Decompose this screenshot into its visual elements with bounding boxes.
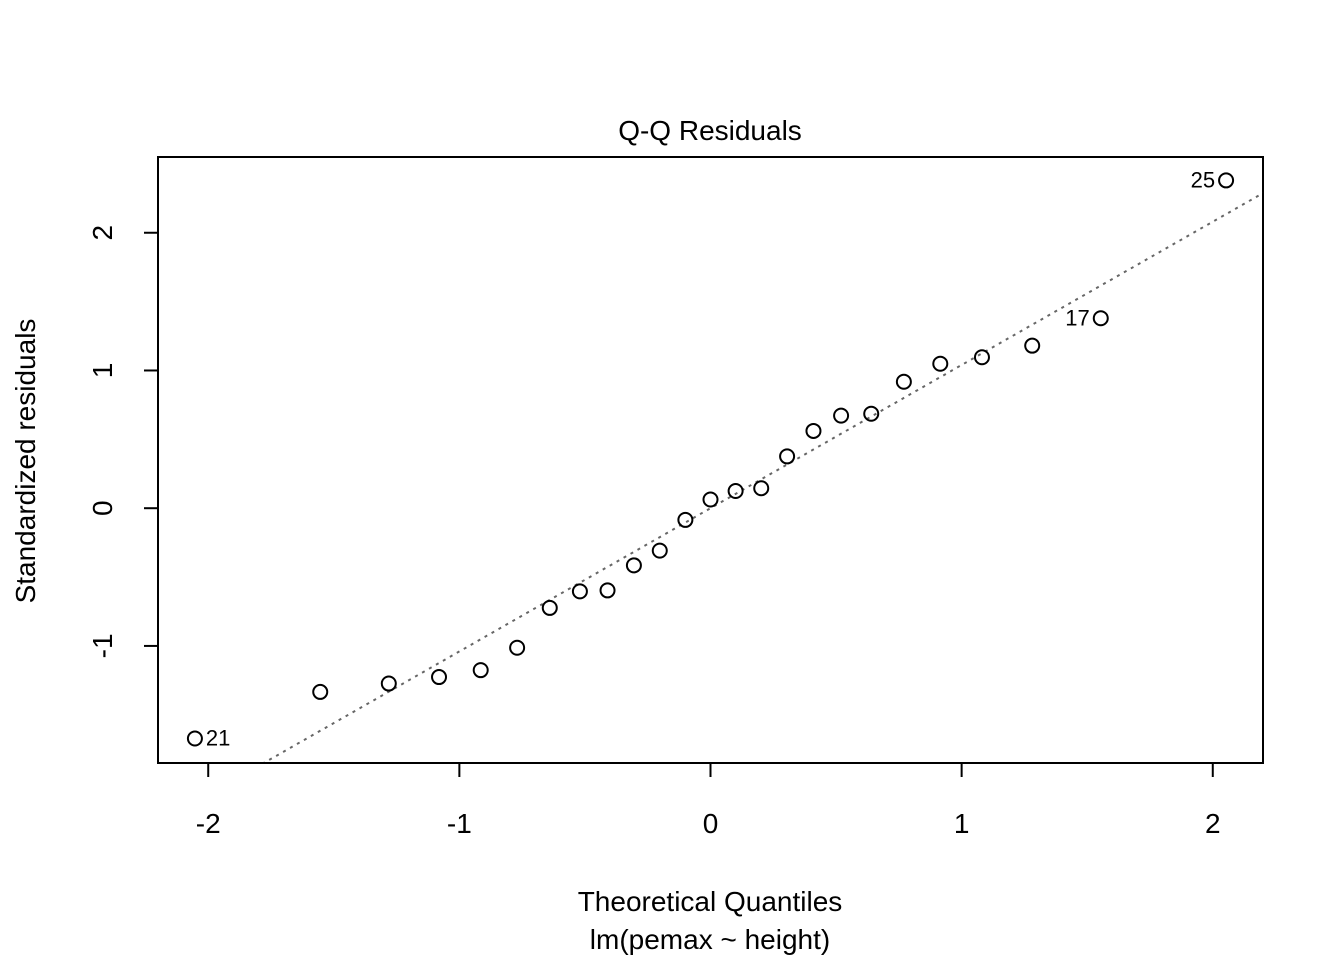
x-axis: -2 -1 0 1 2 [196, 762, 1221, 839]
point-label: 25 [1191, 167, 1215, 192]
data-point [863, 405, 880, 422]
data-point [677, 511, 694, 528]
point-label: 17 [1065, 305, 1089, 330]
x-tick-label: 0 [703, 808, 719, 839]
points-group [186, 172, 1235, 747]
data-point [431, 669, 448, 686]
x-tick-label: 1 [954, 808, 970, 839]
reference-line-group [261, 192, 1263, 763]
data-point [753, 480, 770, 497]
data-point [805, 422, 822, 439]
x-tick-label: 2 [1205, 808, 1221, 839]
data-point [702, 491, 719, 508]
data-point [1092, 310, 1109, 327]
plot-frame [157, 156, 1264, 764]
x-tick-label: -1 [447, 808, 472, 839]
data-point [571, 583, 588, 600]
reference-line [261, 192, 1263, 763]
y-tick-label: -1 [87, 633, 118, 658]
y-tick-label: 2 [87, 225, 118, 241]
data-point [973, 349, 990, 366]
x-tick-label: -2 [196, 808, 221, 839]
data-point [651, 542, 668, 559]
data-point [380, 675, 397, 692]
data-point [472, 662, 489, 679]
data-point [895, 373, 912, 390]
y-tick-label: 0 [87, 500, 118, 516]
data-point [1024, 337, 1041, 354]
data-point [833, 407, 850, 424]
data-point [779, 448, 796, 465]
y-tick-label: 1 [87, 363, 118, 379]
data-point [727, 482, 744, 499]
data-point [625, 557, 642, 574]
data-point [1218, 172, 1235, 189]
data-point [509, 639, 526, 656]
point-labels-group: 21 17 25 [206, 167, 1215, 750]
chart-subtitle: lm(pemax ~ height) [590, 924, 830, 955]
data-point [932, 355, 949, 372]
chart-title: Q-Q Residuals [618, 115, 802, 146]
y-axis: -1 0 1 2 [87, 225, 159, 658]
data-point [312, 683, 329, 700]
x-axis-label: Theoretical Quantiles [578, 886, 843, 917]
data-point [599, 582, 616, 599]
y-axis-label: Standardized residuals [10, 319, 41, 604]
data-point [541, 599, 558, 616]
point-label: 21 [206, 725, 230, 750]
data-point [186, 730, 203, 747]
